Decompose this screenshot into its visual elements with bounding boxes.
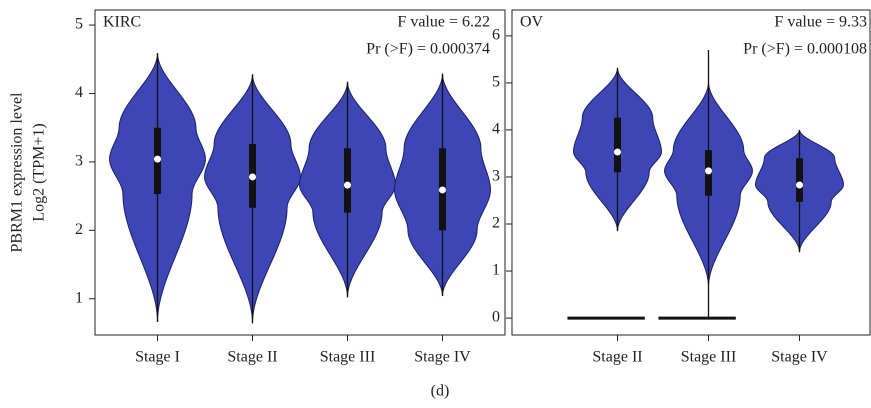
y-tick-label: 3 [75, 153, 83, 170]
y-tick-label: 1 [492, 262, 500, 279]
y-axis-label: PBRM1 expression level [9, 92, 26, 253]
caption: (d) [431, 383, 450, 400]
iqr-box [344, 148, 351, 213]
y-tick-label: 6 [492, 27, 500, 44]
y-tick-label: 5 [75, 16, 83, 33]
iqr-box [614, 117, 621, 173]
y-tick-label: 2 [75, 221, 83, 238]
y-tick-label: 3 [492, 168, 500, 185]
annotation: F value = 6.22 [397, 14, 490, 31]
x-tick-label: Stage III [681, 349, 737, 366]
panel-title: OV [520, 14, 544, 31]
annotation: F value = 9.33 [774, 14, 867, 31]
median [705, 167, 712, 175]
median [614, 148, 621, 156]
median [154, 155, 161, 163]
plot-frame [94, 9, 506, 336]
y-tick-label: 5 [492, 74, 500, 91]
y-axis-label: Log2 (TPM+1) [31, 123, 48, 221]
panel-title: KIRC [103, 14, 141, 31]
x-tick-label: Stage II [227, 349, 277, 366]
plot-frame [511, 9, 871, 336]
y-tick-label: 0 [492, 309, 500, 326]
median [796, 181, 803, 189]
y-tick-label: 4 [75, 84, 83, 101]
median [439, 186, 446, 194]
x-tick-label: Stage II [592, 349, 642, 366]
y-tick-label: 1 [75, 289, 83, 306]
x-tick-label: Stage IV [771, 349, 828, 366]
x-tick-label: Stage IV [414, 349, 471, 366]
iqr-box [796, 158, 803, 202]
x-tick-label: Stage I [135, 349, 180, 366]
y-tick-label: 2 [492, 215, 500, 232]
annotation: Pr (>F) = 0.000374 [366, 41, 490, 58]
y-tick-label: 4 [492, 121, 500, 138]
annotation: Pr (>F) = 0.000108 [743, 41, 867, 58]
median [249, 173, 256, 181]
median [344, 181, 351, 189]
x-tick-label: Stage III [320, 349, 376, 366]
